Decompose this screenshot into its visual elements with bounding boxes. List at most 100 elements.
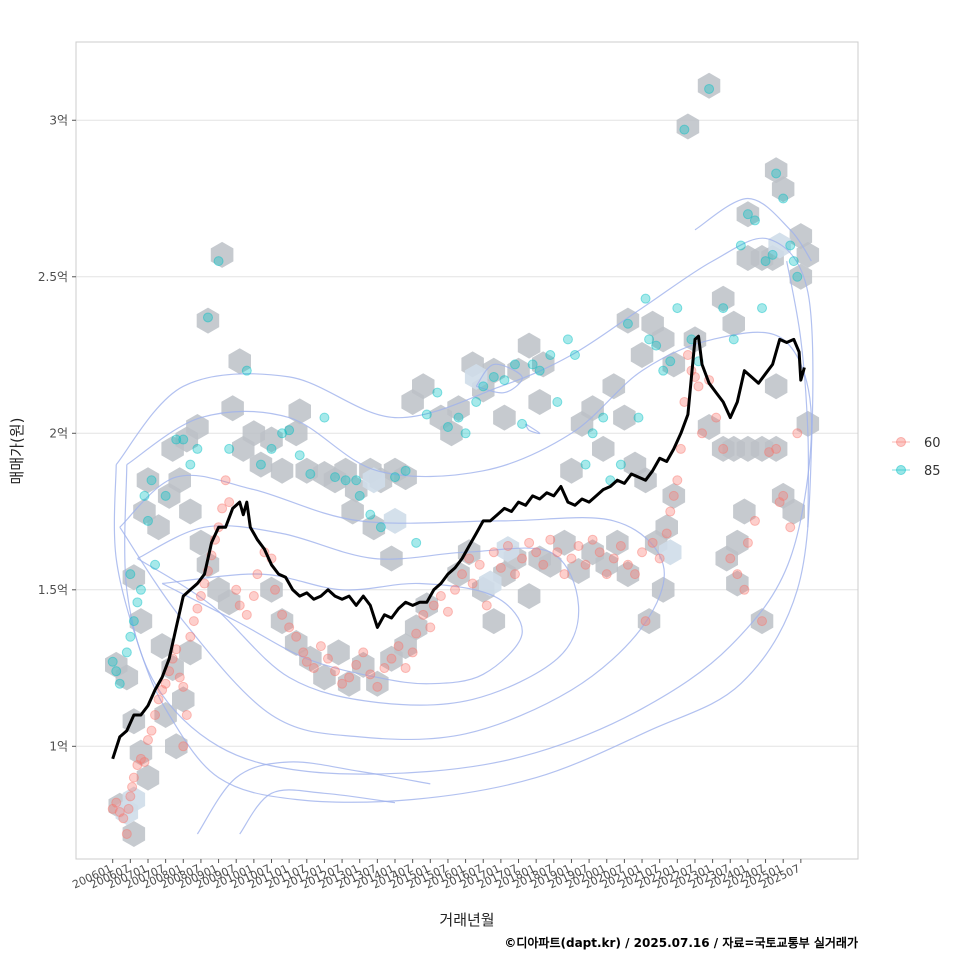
point-85 <box>704 83 715 94</box>
point-60 <box>142 735 153 746</box>
point-60 <box>351 659 362 670</box>
hexbin <box>517 332 541 359</box>
hexbin-light <box>362 467 386 494</box>
hexbin-light <box>115 799 139 825</box>
point-85 <box>114 678 125 689</box>
point-85 <box>749 215 760 226</box>
hexbin <box>539 551 562 578</box>
point-60 <box>654 553 665 564</box>
hexbin <box>260 426 283 453</box>
hexbin <box>676 113 700 140</box>
hexbin <box>532 351 555 378</box>
point-60 <box>123 803 134 814</box>
hexbin <box>122 821 146 847</box>
point-60 <box>647 537 658 548</box>
point-60 <box>418 609 429 620</box>
point-60 <box>693 381 704 392</box>
point-85 <box>139 490 150 501</box>
point-60 <box>315 641 326 652</box>
point-60 <box>718 443 729 454</box>
point-60 <box>711 412 722 423</box>
point-60 <box>192 603 203 614</box>
hexbin <box>168 467 191 494</box>
density-contours <box>113 197 814 835</box>
point-85 <box>735 240 746 251</box>
point-60 <box>725 553 736 564</box>
point-85 <box>478 381 489 392</box>
point-60 <box>488 547 499 558</box>
point-60 <box>675 443 686 454</box>
hexbin <box>412 373 435 400</box>
point-85 <box>622 318 633 329</box>
density-contour <box>694 197 812 262</box>
hexbin <box>447 561 470 588</box>
hexbin <box>136 467 160 494</box>
chart-caption: ©디아파트(dapt.kr) / 2025.07.16 / 자료=국토교통부 실… <box>504 935 858 950</box>
hexbin <box>553 529 576 556</box>
point-85 <box>788 256 799 267</box>
point-60 <box>118 813 129 824</box>
point-60 <box>284 622 295 633</box>
point-60 <box>111 797 122 808</box>
point-60 <box>231 584 242 595</box>
point-85 <box>185 459 196 470</box>
hexbin <box>334 457 357 484</box>
point-85 <box>771 168 782 179</box>
point-85 <box>330 472 341 483</box>
point-60 <box>337 678 348 689</box>
point-85 <box>390 472 401 483</box>
density-contour <box>113 237 814 803</box>
point-60 <box>174 672 185 683</box>
hexbin <box>630 342 654 368</box>
point-85 <box>111 666 122 677</box>
point-60 <box>188 616 199 627</box>
point-60 <box>301 656 312 667</box>
hexbin <box>415 592 438 619</box>
point-60 <box>157 684 168 695</box>
point-60 <box>160 678 171 689</box>
point-60 <box>125 791 136 802</box>
legend-key-60 <box>896 437 906 447</box>
point-85 <box>375 522 386 533</box>
point-60 <box>386 653 397 664</box>
point-85 <box>107 656 118 667</box>
hexbin <box>288 398 311 425</box>
point-85 <box>453 412 464 423</box>
point-85 <box>552 396 563 407</box>
density-contour <box>239 789 396 835</box>
point-60 <box>199 578 210 589</box>
point-60 <box>464 553 475 564</box>
hexbin <box>482 608 506 635</box>
point-85 <box>672 303 683 314</box>
point-60 <box>457 569 468 580</box>
point-60 <box>322 653 333 664</box>
point-85 <box>488 371 499 382</box>
point-60 <box>764 447 775 458</box>
hexbin <box>733 498 756 525</box>
hexbin <box>196 307 220 334</box>
point-85 <box>400 465 411 476</box>
hexbin-light <box>768 232 791 259</box>
point-60 <box>608 553 619 564</box>
point-85 <box>615 459 626 470</box>
density-contour <box>124 331 813 775</box>
point-60 <box>185 631 196 642</box>
point-60 <box>545 534 556 545</box>
point-60 <box>248 591 259 602</box>
hexbin <box>493 404 516 431</box>
point-85 <box>421 409 432 420</box>
point-60 <box>330 666 341 677</box>
point-85 <box>135 584 146 595</box>
point-85 <box>442 422 453 433</box>
point-60 <box>467 578 478 589</box>
point-60 <box>442 606 453 617</box>
hexbin <box>736 201 760 228</box>
legend: 60 85 <box>892 436 941 479</box>
point-85 <box>665 356 676 367</box>
point-60 <box>344 672 355 683</box>
y-tick-label: 2.5억 <box>38 270 68 284</box>
hexbin <box>228 348 251 375</box>
point-85 <box>266 443 277 454</box>
